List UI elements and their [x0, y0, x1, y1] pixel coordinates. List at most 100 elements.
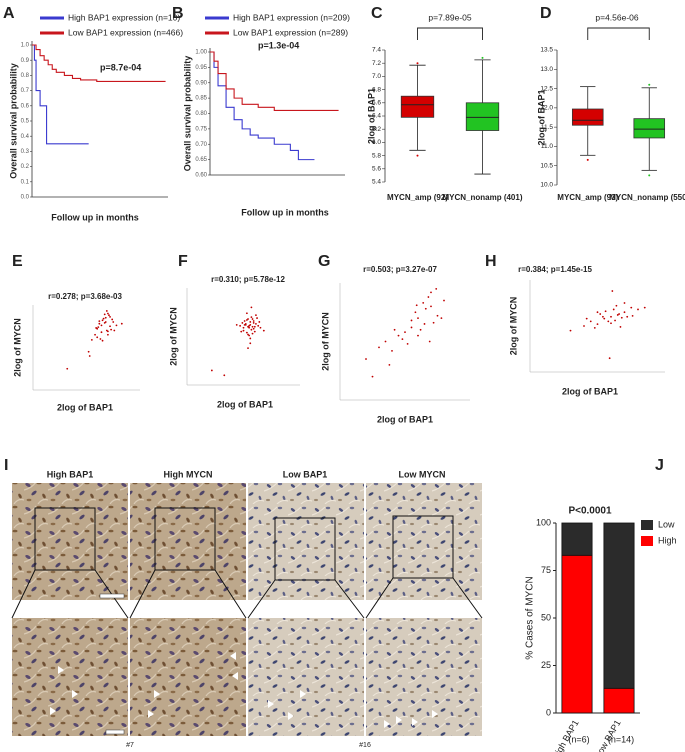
- point: [436, 314, 439, 317]
- axis: [529, 280, 665, 373]
- point: [589, 320, 592, 323]
- point: [107, 312, 109, 315]
- axis: [32, 305, 140, 391]
- p-value: p=7.89e-05: [428, 12, 472, 22]
- point: [250, 328, 253, 331]
- point: [105, 310, 108, 312]
- outlier: [481, 56, 484, 59]
- x-tick-label: MYCN_nonamp (550): [609, 193, 685, 202]
- y-tick-label: 0.65: [195, 157, 207, 163]
- point: [248, 326, 251, 329]
- point: [112, 321, 115, 323]
- point: [239, 324, 242, 327]
- box: [465, 102, 500, 131]
- point: [391, 349, 393, 352]
- point: [410, 319, 413, 322]
- point: [611, 290, 614, 292]
- y-tick-label: 100: [536, 517, 551, 527]
- point: [96, 336, 99, 339]
- point: [637, 308, 639, 311]
- bracket: [587, 27, 650, 40]
- x-axis-label: 2log of BAP1: [562, 386, 618, 396]
- point: [384, 340, 387, 343]
- point: [623, 311, 626, 314]
- y-tick-label: 11.5: [541, 124, 554, 131]
- micrograph: [366, 483, 482, 600]
- point: [249, 342, 252, 345]
- survival-curve: [210, 51, 315, 161]
- chart-title: P<0.0001: [568, 506, 612, 517]
- point: [241, 322, 244, 324]
- point: [66, 367, 69, 370]
- panel-letter: E: [12, 253, 23, 270]
- column-label: Low MYCN: [399, 469, 446, 479]
- point: [427, 296, 430, 298]
- point: [404, 331, 406, 334]
- outlier: [416, 154, 419, 157]
- point: [623, 302, 626, 304]
- point: [252, 320, 255, 322]
- case-label: #16: [359, 742, 371, 749]
- y-tick-label: 6.2: [372, 126, 381, 133]
- point: [87, 350, 90, 353]
- box: [633, 118, 666, 139]
- survival-curve: [32, 44, 166, 83]
- point: [593, 326, 596, 329]
- point: [430, 305, 432, 308]
- y-axis-label: 2log of BAP1: [536, 89, 546, 145]
- point: [603, 317, 606, 320]
- y-tick-label: 7.2: [372, 60, 381, 67]
- bar-segment: [603, 687, 635, 714]
- point: [249, 321, 252, 323]
- point: [401, 338, 404, 341]
- x-axis-label: Follow up in months: [51, 212, 139, 222]
- panel-letter: H: [485, 253, 497, 270]
- point: [256, 317, 258, 319]
- y-axis-label: 2log of MYCN: [168, 307, 178, 366]
- bracket: [417, 27, 483, 40]
- y-tick-label: 6.4: [372, 113, 381, 120]
- y-tick-label: 10.5: [540, 162, 553, 169]
- point: [252, 327, 255, 330]
- bar-segment: [561, 522, 593, 556]
- point: [440, 317, 443, 319]
- micrograph-zoom: [366, 618, 482, 736]
- column-label: High MYCN: [164, 469, 213, 479]
- y-tick-label: 7.4: [372, 47, 381, 54]
- y-tick-label: 50: [541, 612, 551, 622]
- point: [109, 325, 111, 328]
- point: [618, 313, 620, 315]
- point: [397, 334, 400, 337]
- point: [596, 323, 599, 326]
- y-tick-label: 0.2: [21, 164, 30, 170]
- box: [400, 95, 435, 118]
- outlier: [648, 174, 651, 177]
- point: [616, 314, 619, 316]
- point: [585, 317, 588, 320]
- point: [90, 338, 93, 341]
- y-tick-label: 0.75: [195, 126, 207, 132]
- point: [245, 331, 248, 334]
- point: [432, 321, 435, 324]
- point: [371, 375, 374, 378]
- x-axis-label: 2log of BAP1: [57, 402, 113, 412]
- y-axis-label: % Cases of MYCN: [525, 576, 536, 659]
- y-tick-label: 5.4: [372, 179, 381, 186]
- panel-letter: A: [3, 5, 15, 22]
- point: [583, 325, 585, 327]
- y-tick-label: 0.0: [21, 195, 30, 201]
- y-tick-label: 0: [546, 707, 551, 717]
- case-label: #7: [126, 742, 134, 749]
- column-label: Low BAP1: [283, 469, 328, 479]
- point: [104, 316, 107, 319]
- point: [235, 323, 238, 326]
- point: [607, 320, 610, 323]
- y-tick-label: 6.8: [372, 86, 381, 93]
- bar-segment: [561, 554, 593, 714]
- y-tick-label: 0.6: [21, 103, 30, 109]
- point: [620, 316, 623, 319]
- point: [262, 329, 265, 332]
- y-tick-label: 6.6: [372, 100, 381, 107]
- y-axis-label: 2log of BAP1: [366, 88, 376, 144]
